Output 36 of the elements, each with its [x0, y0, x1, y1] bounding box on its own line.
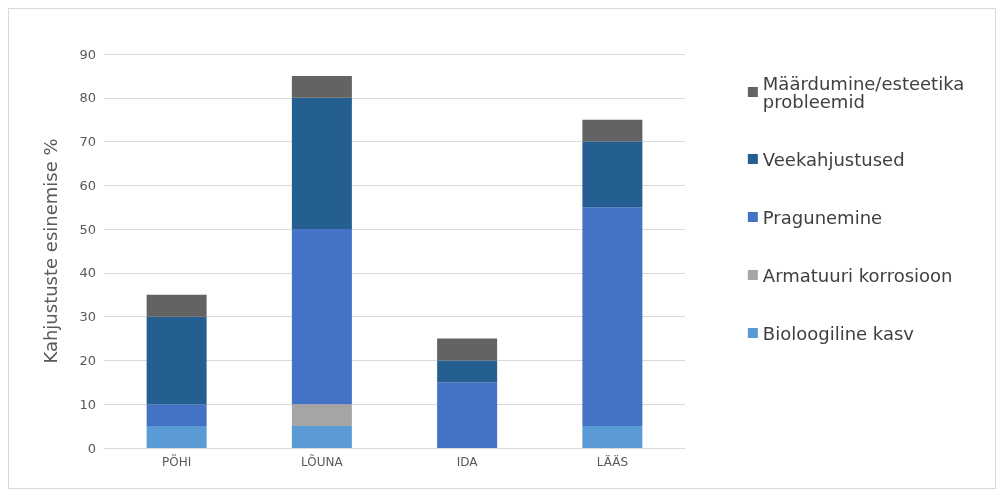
bar — [291, 426, 352, 448]
y-tick-label: 20 — [79, 352, 96, 368]
y-tick-label: 70 — [79, 134, 96, 150]
bar — [146, 426, 207, 448]
legend-label: Veekahjustused — [762, 148, 905, 170]
bar — [582, 141, 643, 208]
bar — [437, 360, 498, 383]
bar — [146, 404, 207, 427]
y-tick-label: 40 — [79, 265, 96, 281]
bar — [437, 382, 498, 448]
y-tick-label: 50 — [79, 221, 96, 237]
x-tick-label: PÕHI — [162, 454, 192, 469]
x-tick-label: LÄÄS — [596, 454, 629, 469]
bar — [582, 207, 643, 427]
legend-label: Armatuuri korrosioon — [762, 264, 953, 286]
y-tick-label: 10 — [79, 396, 96, 412]
y-tick-label: 60 — [79, 177, 96, 193]
bar — [291, 404, 352, 427]
bar — [437, 338, 498, 361]
y-tick-label: 30 — [79, 309, 96, 325]
y-tick-label: 90 — [79, 46, 96, 62]
legend-label: Määrdumine/esteetika probleemid — [762, 72, 970, 112]
y-tick-label: 0 — [87, 440, 96, 456]
bar — [291, 75, 352, 98]
x-tick-label: LÕUNA — [301, 454, 344, 469]
legend-label: Pragunemine — [762, 206, 883, 228]
y-axis-title: Kahjustuste esinemise % — [39, 138, 61, 364]
bar — [582, 119, 643, 142]
legend-label: Bioloogiline kasv — [762, 322, 915, 344]
bar — [146, 294, 207, 317]
bar — [291, 97, 352, 230]
x-tick-label: IDA — [456, 455, 479, 469]
bar — [582, 426, 643, 448]
bar — [146, 316, 207, 405]
bar — [291, 229, 352, 405]
y-tick-label: 80 — [79, 90, 96, 106]
